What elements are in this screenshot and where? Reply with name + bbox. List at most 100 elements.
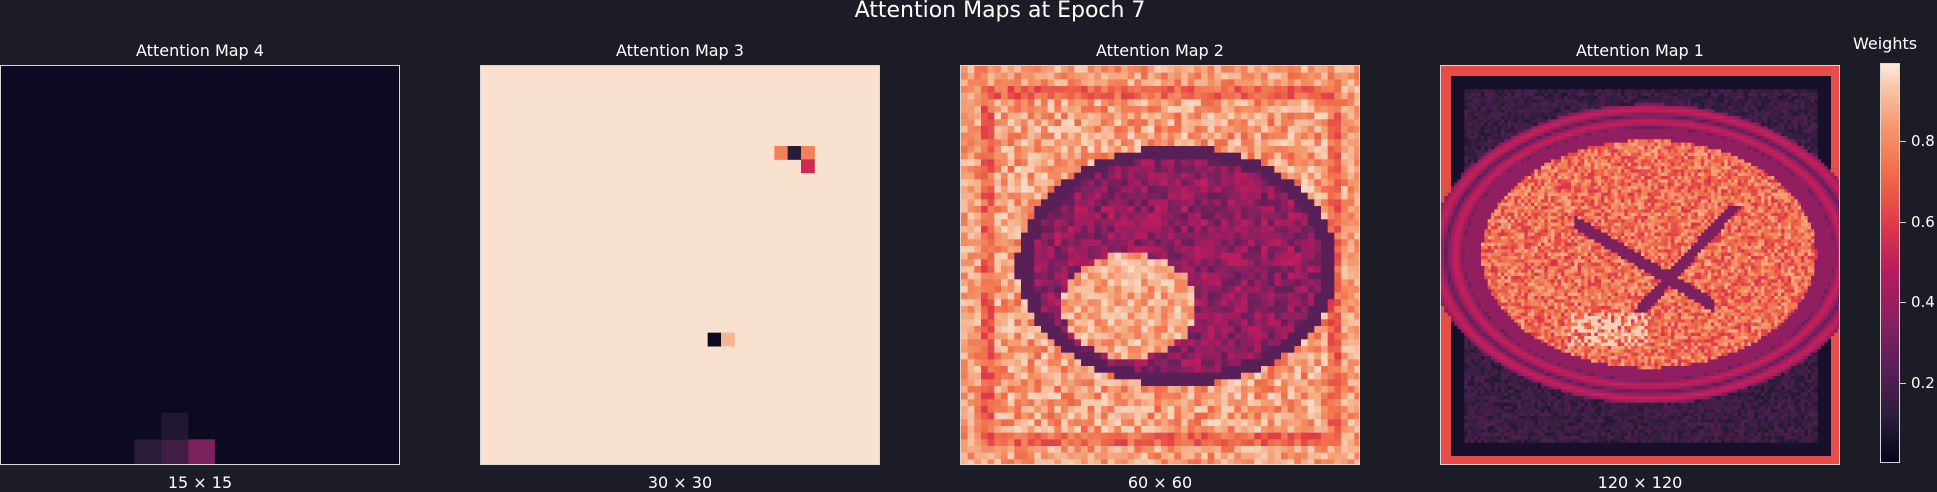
heatmap-cell — [1021, 219, 1029, 227]
heatmap-cell — [1067, 232, 1075, 240]
heatmap-cell — [1701, 76, 1705, 80]
heatmap-cell — [1041, 332, 1049, 340]
heatmap-cell — [1221, 132, 1229, 140]
heatmap-cell — [987, 406, 995, 414]
heatmap-cell — [1341, 79, 1349, 87]
heatmap-cell — [1107, 426, 1115, 434]
heatmap-cell — [1494, 72, 1499, 77]
heatmap-cell — [1744, 96, 1749, 100]
heatmap-cell — [1054, 272, 1062, 280]
heatmap-cell — [1087, 152, 1095, 160]
heatmap-cell — [1544, 72, 1549, 77]
heatmap-cell — [1214, 379, 1222, 387]
heatmap-cell — [1047, 92, 1055, 100]
heatmap-cell — [1671, 82, 1675, 87]
heatmap-cell — [1761, 66, 1765, 70]
heatmap-cell — [1154, 126, 1162, 134]
heatmap-cell — [1087, 419, 1095, 427]
heatmap-cell — [1471, 82, 1475, 87]
heatmap-cell — [1234, 166, 1242, 174]
heatmap-cell — [1087, 159, 1095, 167]
heatmap-cell — [981, 399, 989, 407]
heatmap-cell — [1497, 82, 1502, 87]
heatmap-cell — [1524, 96, 1529, 100]
heatmap-cell — [1234, 152, 1242, 160]
heatmap-cell — [1081, 292, 1089, 300]
heatmap-cell — [1814, 92, 1819, 97]
heatmap-cell — [1061, 159, 1069, 167]
heatmap-cell — [1821, 72, 1825, 77]
heatmap-cell — [1127, 152, 1135, 160]
heatmap-cell — [981, 446, 989, 454]
heatmap-cell — [1301, 206, 1309, 214]
heatmap-cell — [1707, 72, 1712, 77]
heatmap-cell — [1347, 286, 1355, 294]
heatmap-cell — [1161, 232, 1169, 240]
heatmap-cell — [1774, 82, 1779, 87]
heatmap-cell — [1797, 96, 1802, 100]
heatmap-cell — [1194, 306, 1202, 314]
heatmap-cell — [1774, 79, 1779, 84]
heatmap-cell — [1321, 392, 1329, 400]
heatmap-cell — [1347, 259, 1355, 267]
heatmap-cell — [1711, 89, 1715, 94]
heatmap-cell — [1107, 86, 1115, 94]
heatmap-cell — [1561, 82, 1565, 87]
heatmap-cell — [1527, 79, 1532, 84]
heatmap-cell — [1641, 89, 1645, 94]
heatmap-cell — [1767, 79, 1772, 84]
heatmap-cell — [1441, 79, 1445, 84]
heatmap-cell — [1334, 426, 1342, 434]
heatmap-cell — [1624, 72, 1629, 77]
heatmap-cell — [1267, 92, 1275, 100]
heatmap-cell — [1457, 92, 1462, 97]
heatmap-cell — [1141, 406, 1149, 414]
heatmap-cell — [1534, 79, 1539, 84]
heatmap-cell — [1194, 359, 1202, 367]
heatmap-cell — [1471, 72, 1475, 77]
heatmap-cell — [1187, 352, 1195, 360]
heatmap-cell — [1294, 392, 1302, 400]
heatmap-cell — [1141, 179, 1149, 187]
heatmap-cell — [1571, 79, 1575, 84]
heatmap-cell — [187, 439, 215, 464]
heatmap-cell — [1491, 102, 1495, 107]
heatmap-cell — [1334, 132, 1342, 140]
heatmap-cell — [1101, 366, 1109, 374]
heatmap-cell — [1187, 406, 1195, 414]
heatmap-cell — [1814, 86, 1819, 90]
heatmap-cell — [1167, 399, 1175, 407]
heatmap-cell — [1644, 69, 1649, 74]
heatmap-cell — [1711, 82, 1715, 87]
heatmap-cell — [1287, 99, 1295, 107]
heatmap-cell — [1571, 89, 1575, 94]
heatmap-cell — [1121, 419, 1129, 427]
heatmap-cell — [1267, 179, 1275, 187]
heatmap-cell — [1207, 86, 1215, 94]
heatmap-cell — [1254, 439, 1262, 447]
heatmap-cell — [1507, 76, 1512, 80]
heatmap-cell — [1314, 379, 1322, 387]
heatmap-cell — [1101, 412, 1109, 420]
heatmap-cell — [1174, 119, 1182, 127]
heatmap-cell — [1054, 459, 1062, 464]
heatmap-cell — [1701, 92, 1705, 97]
heatmap-cell — [1301, 319, 1309, 327]
heatmap-cell — [1334, 439, 1342, 447]
heatmap-cell — [1181, 299, 1189, 307]
heatmap-cell — [1294, 332, 1302, 340]
heatmap-cell — [974, 152, 982, 160]
heatmap-cell — [1601, 66, 1605, 70]
heatmap-cell — [1101, 272, 1109, 280]
heatmap-cell — [1274, 412, 1282, 420]
heatmap-cell — [1671, 86, 1675, 90]
heatmap-cell — [1711, 86, 1715, 90]
heatmap-cell — [1581, 69, 1585, 74]
heatmap-cell — [1347, 346, 1355, 354]
heatmap-cell — [1241, 286, 1249, 294]
heatmap-cell — [1021, 266, 1029, 274]
heatmap-cell — [1661, 66, 1665, 70]
heatmap-cell — [1587, 82, 1592, 87]
heatmap-cell — [1341, 219, 1349, 227]
heatmap-cell — [1234, 219, 1242, 227]
